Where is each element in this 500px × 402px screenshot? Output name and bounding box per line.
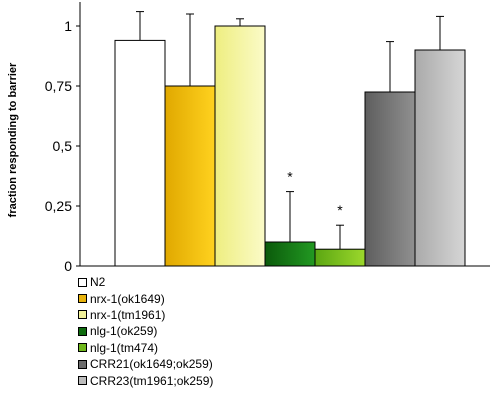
legend-swatch-1: [78, 294, 87, 304]
legend-label-0: N2: [90, 275, 106, 290]
bar-2: [214, 25, 266, 267]
bar-chart: ** 00,250,50,751 fraction responding to …: [7, 2, 490, 272]
significance-layer: **: [287, 169, 343, 219]
error-bar-4: [336, 224, 344, 250]
legend-item-6: CRR23(tm1961;ok259): [78, 372, 213, 388]
bar-4: [314, 248, 366, 267]
legend-item-2: nrx-1(tm1961): [78, 307, 213, 323]
y-tick-label-0: 0: [64, 258, 72, 272]
legend-item-1: nrx-1(ok1649): [78, 290, 213, 306]
bar-1: [164, 85, 216, 267]
y-axis-label: fraction responding to barrier: [7, 62, 19, 217]
bar-3: [264, 241, 316, 267]
legend-swatch-6: [78, 376, 87, 386]
error-bar-3: [286, 191, 294, 242]
legend-swatch-5: [78, 359, 87, 369]
legend-label-6: CRR23(tm1961;ok259): [90, 373, 214, 388]
y-tick-label-1: 0,25: [45, 198, 72, 214]
error-bar-5: [386, 41, 394, 92]
error-bar-1: [186, 13, 194, 86]
legend-label-1: nrx-1(ok1649): [90, 291, 165, 306]
legend: N2 nrx-1(ok1649) nrx-1(tm1961) nlg-1(ok259)…: [78, 274, 213, 389]
legend-swatch-3: [78, 326, 87, 336]
bar-6: [414, 49, 466, 267]
legend-label-3: nlg-1(ok259): [90, 324, 158, 339]
legend-swatch-2: [78, 310, 87, 320]
y-tick-label-4: 1: [64, 18, 72, 34]
legend-item-3: nlg-1(ok259): [78, 323, 213, 339]
error-bar-2: [236, 18, 244, 26]
bar-0: [114, 39, 166, 267]
error-bar-6: [436, 15, 444, 50]
y-tick-label-3: 0,75: [45, 78, 72, 94]
legend-item-0: N2: [78, 274, 213, 290]
error-bar-0: [136, 11, 144, 41]
legend-item-4: nlg-1(tm474): [78, 340, 213, 356]
legend-label-4: nlg-1(tm474): [90, 340, 159, 355]
error-bars-layer: [136, 11, 444, 250]
legend-label-2: nrx-1(tm1961): [90, 307, 166, 322]
legend-swatch-0: [78, 277, 87, 287]
y-tick-label-2: 0,5: [53, 138, 73, 154]
significance-marker-4: *: [337, 202, 343, 218]
legend-swatch-4: [78, 343, 87, 353]
significance-marker-3: *: [287, 169, 293, 185]
bar-5: [364, 91, 416, 267]
axes: 0 0,25 0,5 0,75 1: [45, 2, 490, 272]
legend-label-5: CRR21(ok1649;ok259): [90, 357, 213, 372]
legend-item-5: CRR21(ok1649;ok259): [78, 356, 213, 372]
